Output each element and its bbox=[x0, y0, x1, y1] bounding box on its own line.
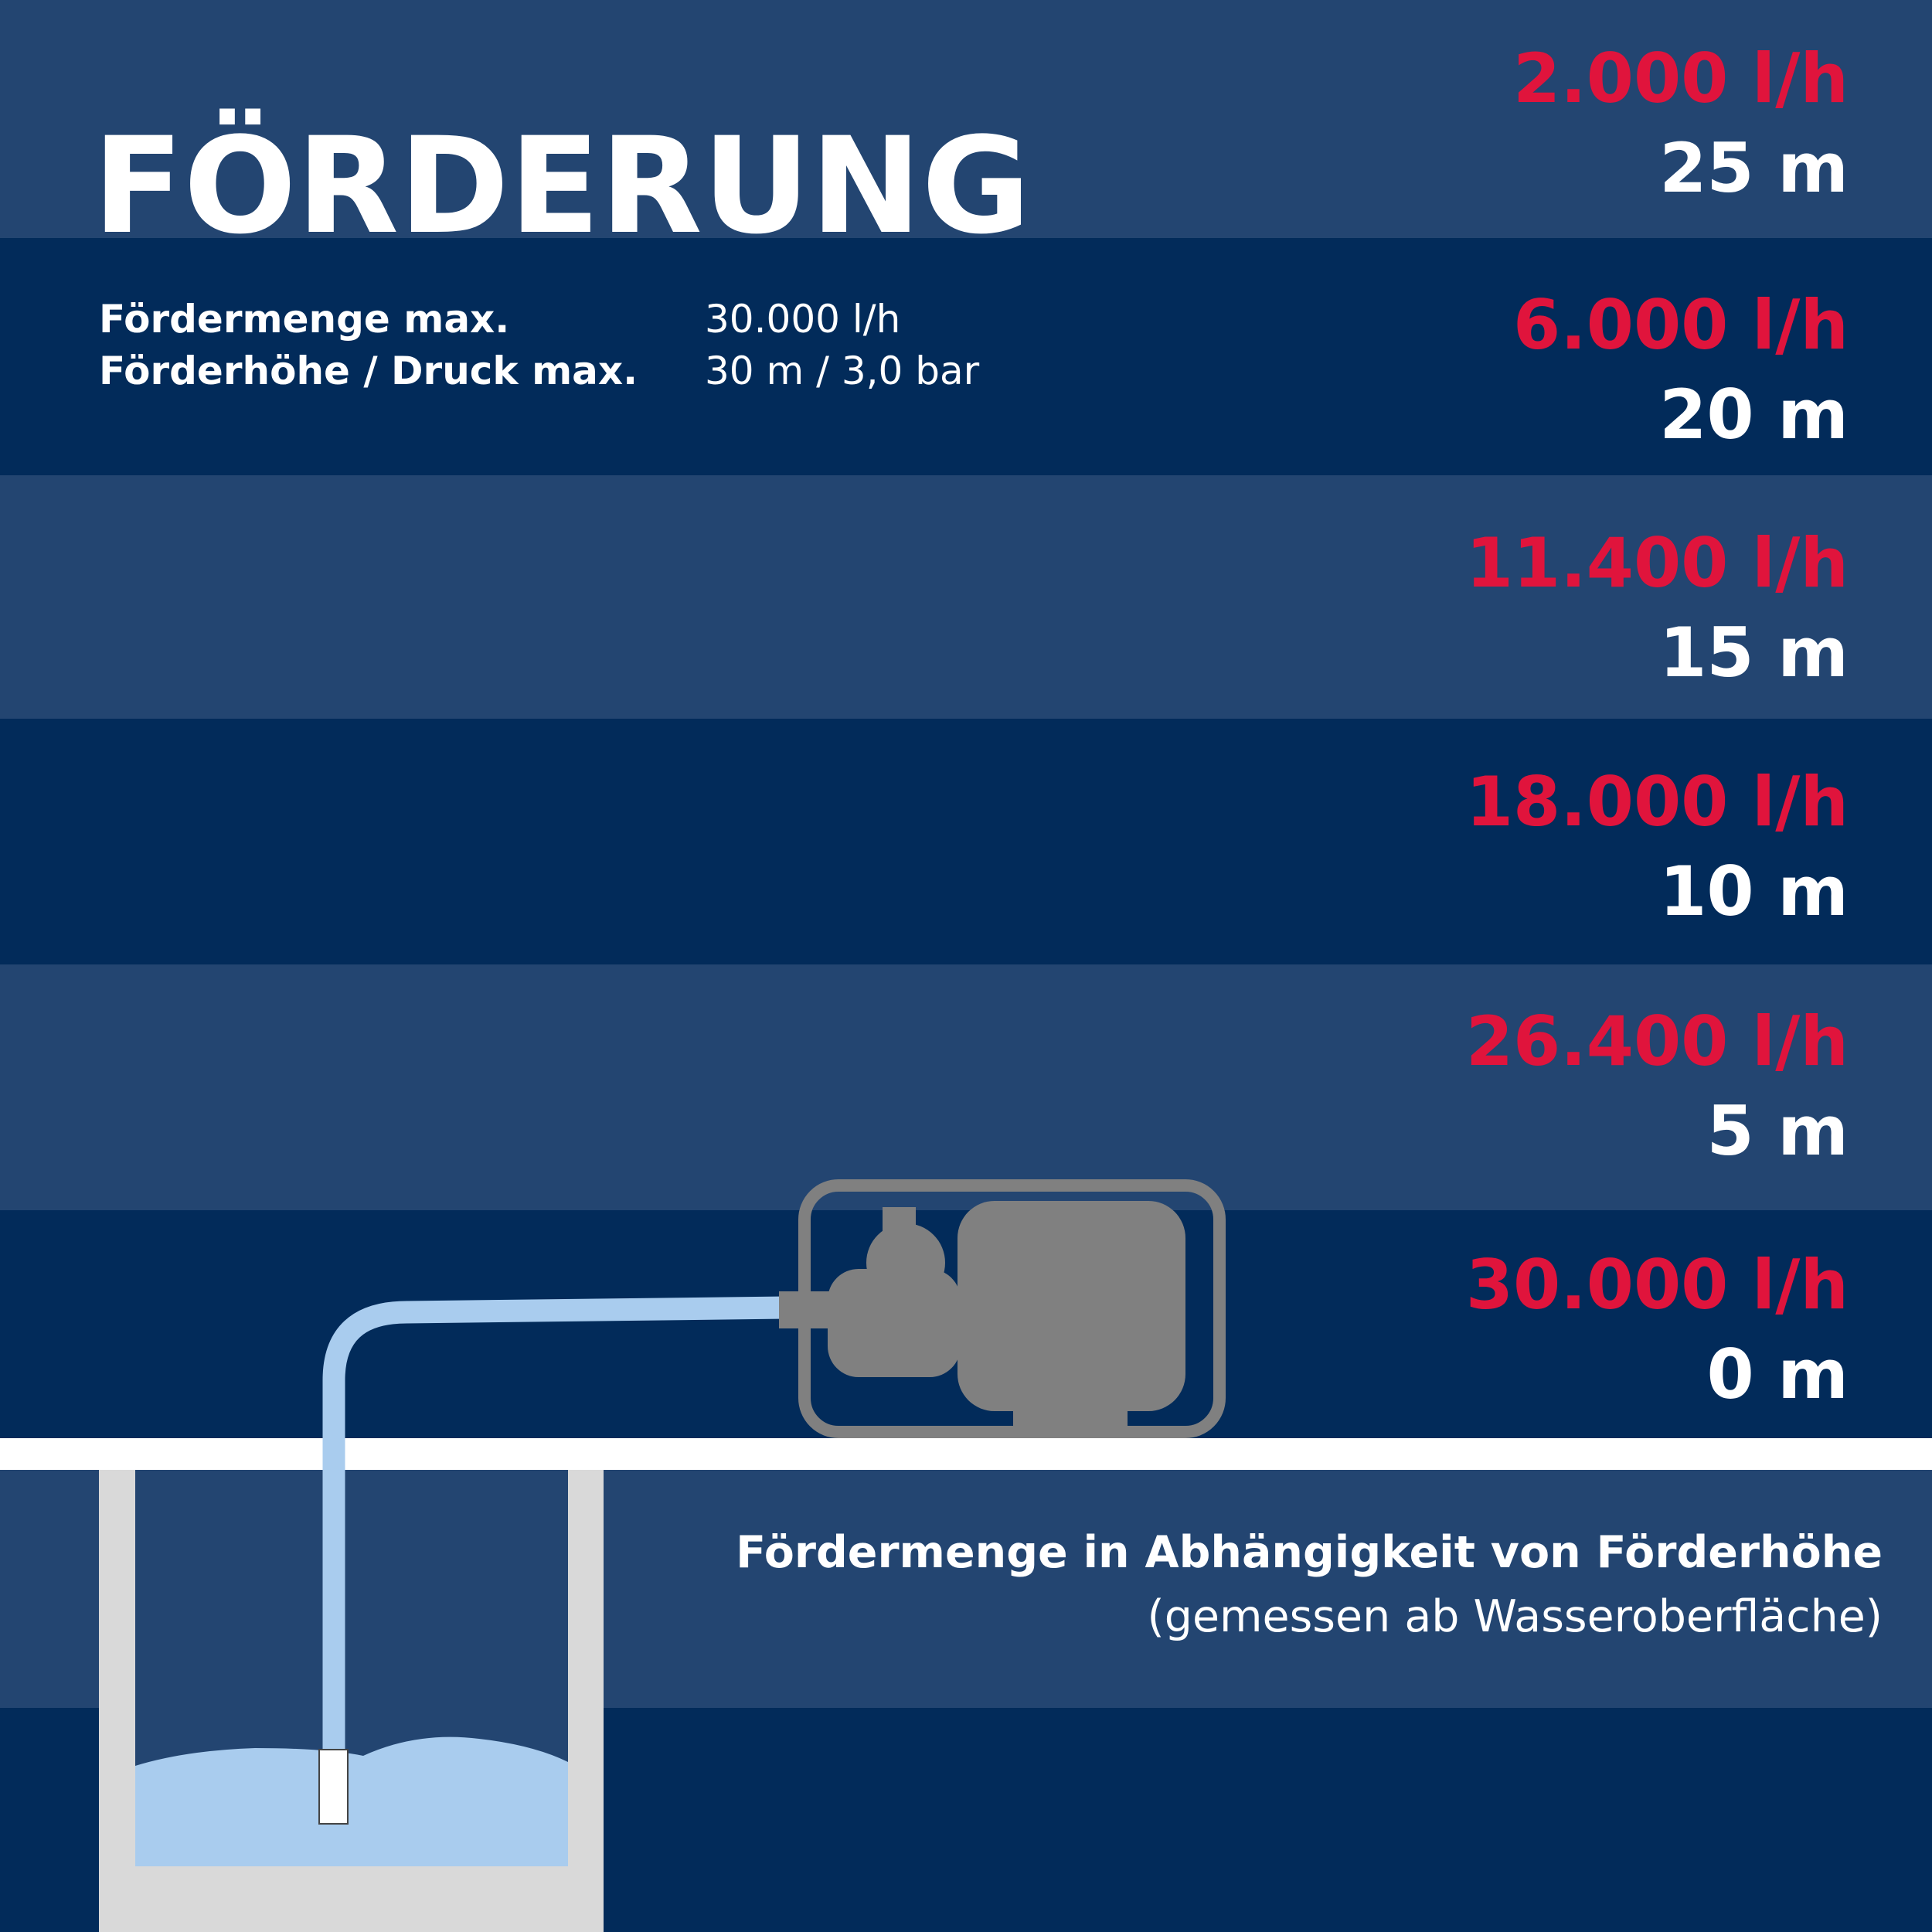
well bbox=[99, 1470, 604, 1932]
spec-label: Fördermenge max. bbox=[99, 297, 509, 342]
caption-subtitle: (gemessen ab Wasseroberfläche) bbox=[1148, 1591, 1883, 1642]
hose bbox=[322, 1296, 789, 1774]
flow-rate: 18.000 l/h bbox=[1466, 762, 1849, 842]
pump-body bbox=[828, 1269, 961, 1377]
band bbox=[0, 964, 1932, 1210]
flow-rate: 26.400 l/h bbox=[1466, 1002, 1849, 1081]
band bbox=[0, 238, 1932, 475]
water bbox=[135, 1736, 568, 1866]
ground-line bbox=[0, 1438, 1932, 1470]
band bbox=[0, 719, 1932, 964]
head-height: 10 m bbox=[1659, 852, 1849, 931]
motor bbox=[957, 1201, 1185, 1411]
caption-title: Fördermenge in Abhängigkeit von Förderhö… bbox=[736, 1527, 1883, 1578]
head-height: 25 m bbox=[1659, 128, 1849, 208]
band bbox=[0, 475, 1932, 719]
head-height: 0 m bbox=[1706, 1335, 1849, 1414]
motor-foot bbox=[1013, 1406, 1128, 1434]
band bbox=[0, 0, 1932, 238]
spec-value: 30 m / 3,0 bar bbox=[705, 349, 980, 393]
levels: 2.000 l/h 25 m 6.000 l/h 20 m 11.400 l/h 15 m… bbox=[1466, 39, 1849, 1414]
flow-rate: 2.000 l/h bbox=[1513, 39, 1849, 118]
pump bbox=[779, 1179, 1226, 1438]
head-height: 5 m bbox=[1706, 1091, 1849, 1171]
spec-label: Förderhöhe / Druck max. bbox=[99, 349, 638, 393]
pump-outlet bbox=[779, 1291, 838, 1328]
head-height: 15 m bbox=[1659, 613, 1849, 692]
title: FÖRDERUNG bbox=[93, 108, 1031, 264]
flow-rate: 6.000 l/h bbox=[1513, 285, 1849, 365]
head-height: 20 m bbox=[1659, 375, 1849, 454]
flow-rate: 30.000 l/h bbox=[1466, 1245, 1849, 1325]
spec-value: 30.000 l/h bbox=[705, 297, 900, 342]
flow-rate: 11.400 l/h bbox=[1466, 523, 1849, 603]
specs: Fördermenge max. 30.000 l/h Förderhöhe / D… bbox=[99, 297, 980, 393]
strainer bbox=[318, 1749, 349, 1825]
